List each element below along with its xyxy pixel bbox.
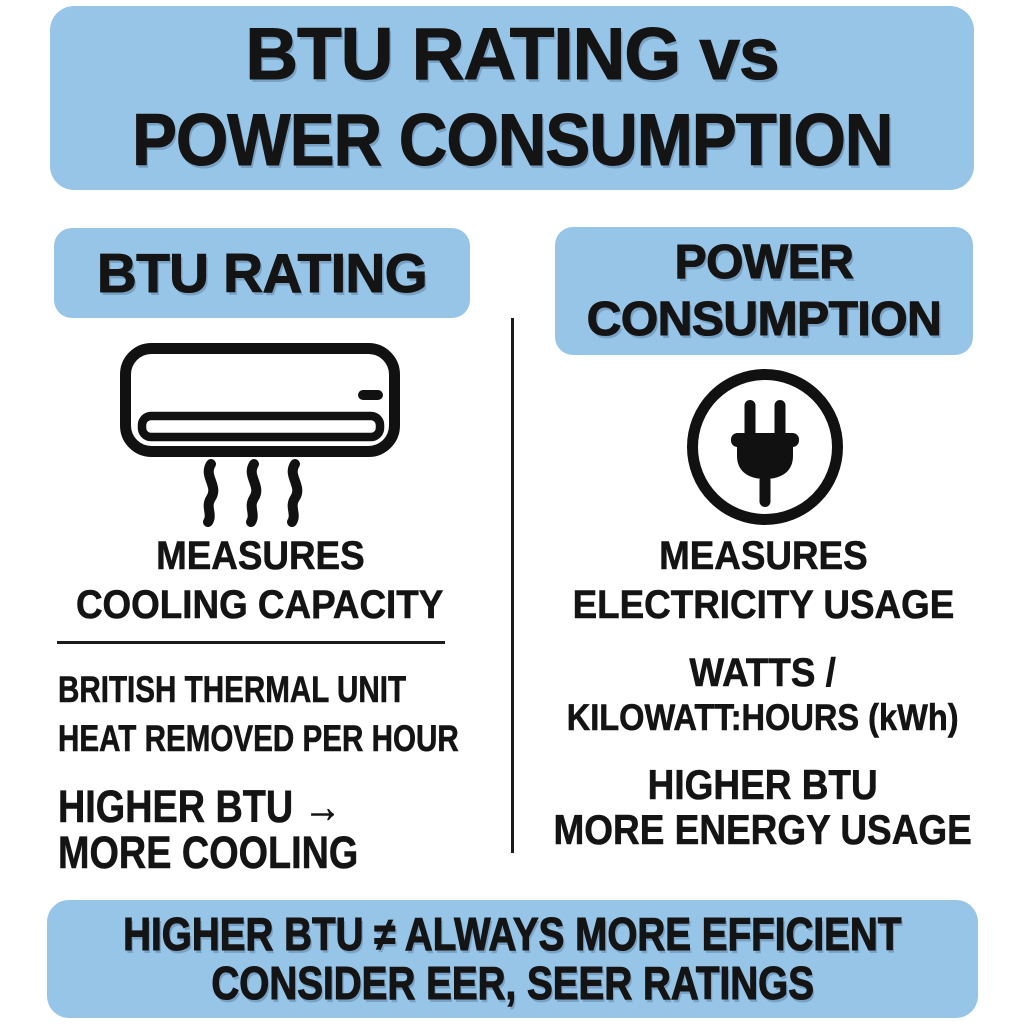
title-line-2: POWER CONSUMPTION: [99, 98, 926, 184]
power-conclusion-line-2: MORE ENERGY USAGE: [553, 806, 973, 853]
title-banner: BTU RATING vs POWER CONSUMPTION: [50, 6, 974, 190]
btu-header-banner: BTU RATING: [54, 228, 470, 318]
footer-text-1: HIGHER BTU ≠ ALWAYS MORE EFFICIENT: [123, 908, 902, 960]
air-conditioner-icon: [118, 340, 402, 528]
airflow-waves-icon: [203, 459, 303, 527]
btu-detail-line-1: BRITISH THERMAL UNIT: [58, 669, 407, 711]
power-details: WATTS / KILOWATT:HOURS (kWh): [513, 651, 1013, 740]
power-conclusion: HIGHER BTU MORE ENERGY USAGE: [513, 761, 1013, 853]
btu-section-divider: [57, 641, 445, 644]
title-text-2: POWER CONSUMPTION: [131, 99, 893, 181]
power-header-banner: POWER CONSUMPTION: [555, 227, 973, 355]
btu-detail-line-2: HEAT REMOVED PER HOUR: [58, 718, 459, 760]
btu-details: BRITISH THERMAL UNIT HEAT REMOVED PER HO…: [58, 665, 559, 763]
power-measures-line-2: ELECTRICITY USAGE: [572, 583, 954, 628]
btu-conclusion-line-1: HIGHER BTU →: [58, 781, 342, 832]
power-header-line-2: CONSUMPTION: [586, 292, 942, 346]
power-detail-line-1: WATTS /: [689, 651, 837, 696]
power-measures: MEASURES ELECTRICITY USAGE: [513, 532, 1013, 630]
footer-banner: HIGHER BTU ≠ ALWAYS MORE EFFICIENT CONSI…: [47, 900, 978, 1018]
power-plug-icon: [685, 367, 845, 527]
column-divider: [511, 318, 514, 853]
title-line-1: BTU RATING vs: [245, 12, 780, 98]
power-detail-line-2: KILOWATT:HOURS (kWh): [567, 697, 959, 739]
btu-header-label: BTU RATING: [96, 242, 428, 304]
btu-conclusion-line-2: MORE COOLING: [58, 827, 359, 878]
footer-text-2: CONSIDER EER, SEER RATINGS: [211, 957, 815, 1009]
btu-measures: MEASURES COOLING CAPACITY: [40, 532, 480, 630]
power-measures-line-1: MEASURES: [658, 534, 868, 579]
btu-measures-line-1: MEASURES: [155, 534, 365, 579]
title-text-1: BTU RATING vs: [245, 13, 780, 95]
btu-conclusion: HIGHER BTU → MORE COOLING: [58, 781, 416, 878]
footer-line-2: CONSIDER EER, SEER RATINGS: [154, 957, 871, 1009]
power-conclusion-line-1: HIGHER BTU: [648, 761, 879, 808]
btu-measures-line-2: COOLING CAPACITY: [76, 583, 444, 628]
footer-line-1: HIGHER BTU ≠ ALWAYS MORE EFFICIENT: [49, 908, 976, 960]
power-header-line-1: POWER: [674, 235, 854, 289]
